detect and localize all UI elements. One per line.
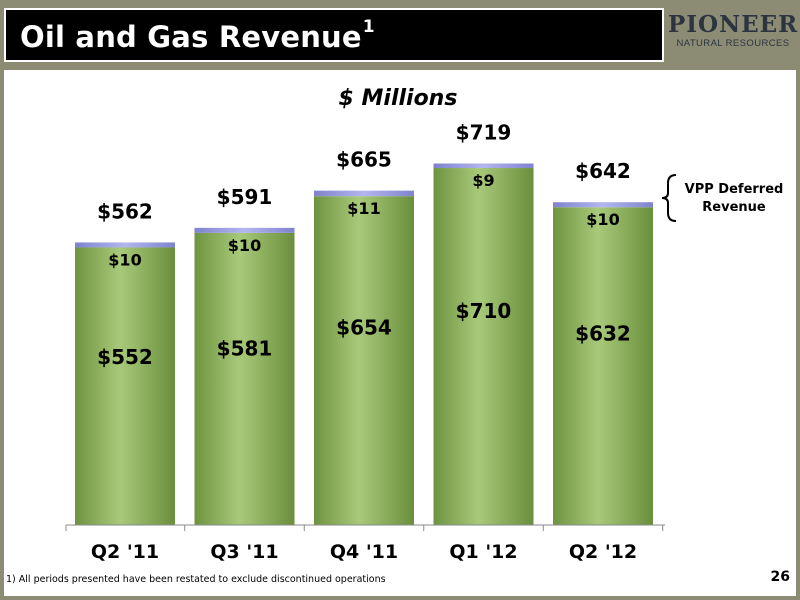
x-tick-label: Q2 '12: [569, 541, 637, 563]
data-label-total: $665: [336, 148, 392, 172]
bar-segment-vpp: [194, 227, 295, 233]
bar-segment-base: [194, 232, 295, 526]
data-label-vpp: $9: [472, 171, 494, 190]
title-footnote-marker: 1: [362, 17, 375, 38]
chart-subtitle-text: $ Millions: [338, 86, 458, 111]
slide-title-text: Oil and Gas Revenue: [20, 20, 362, 54]
labels-group: $552 $10 $562 Q2 '11 $581 $10 $591 Q3 '11 $654 $1…: [91, 121, 637, 564]
data-label-base: $581: [217, 337, 273, 361]
x-tick-label: Q3 '11: [210, 541, 278, 563]
bar-segment-base: [75, 247, 175, 525]
data-label-total: $562: [97, 199, 153, 223]
title-bar: Oil and Gas Revenue1: [4, 8, 664, 62]
pioneer-logo: PIONEER NATURAL RESOURCES: [668, 4, 798, 66]
logo-wordmark: PIONEER: [668, 11, 799, 38]
data-label-base: $710: [456, 299, 512, 323]
data-label-base: $654: [336, 315, 392, 339]
data-label-total: $642: [575, 159, 631, 183]
footnote: 1) All periods presented have been resta…: [6, 574, 386, 585]
data-label-total: $719: [456, 121, 512, 145]
data-label-base: $552: [97, 345, 153, 369]
bars-group: [75, 163, 653, 526]
data-label-vpp: $10: [586, 210, 619, 229]
bar-segment-vpp: [553, 202, 653, 208]
bar-segment-vpp: [75, 242, 175, 248]
bar-segment-vpp: [314, 190, 414, 197]
data-label-vpp: $10: [108, 250, 141, 269]
x-axis: [65, 524, 665, 531]
x-tick-label: Q4 '11: [330, 541, 398, 563]
x-tick-label: Q2 '11: [91, 541, 159, 563]
legend-vpp-deferred-revenue: VPP Deferred Revenue: [684, 182, 784, 215]
data-label-total: $591: [217, 185, 273, 209]
x-tick-label: Q1 '12: [449, 541, 517, 563]
slide-title: Oil and Gas Revenue1: [20, 17, 375, 54]
page-number: 26: [770, 569, 790, 585]
logo-tagline: NATURAL RESOURCES: [676, 38, 790, 49]
bar-segment-base: [433, 168, 534, 526]
bar-segment-base: [553, 207, 653, 525]
data-label-vpp: $11: [347, 199, 380, 218]
data-label-vpp: $10: [228, 236, 261, 255]
chart-subtitle: $ Millions: [0, 86, 800, 111]
bar-segment-vpp: [433, 163, 534, 169]
legend-brace: [661, 174, 677, 222]
bar-segment-base: [314, 196, 414, 526]
data-label-base: $632: [575, 322, 631, 346]
